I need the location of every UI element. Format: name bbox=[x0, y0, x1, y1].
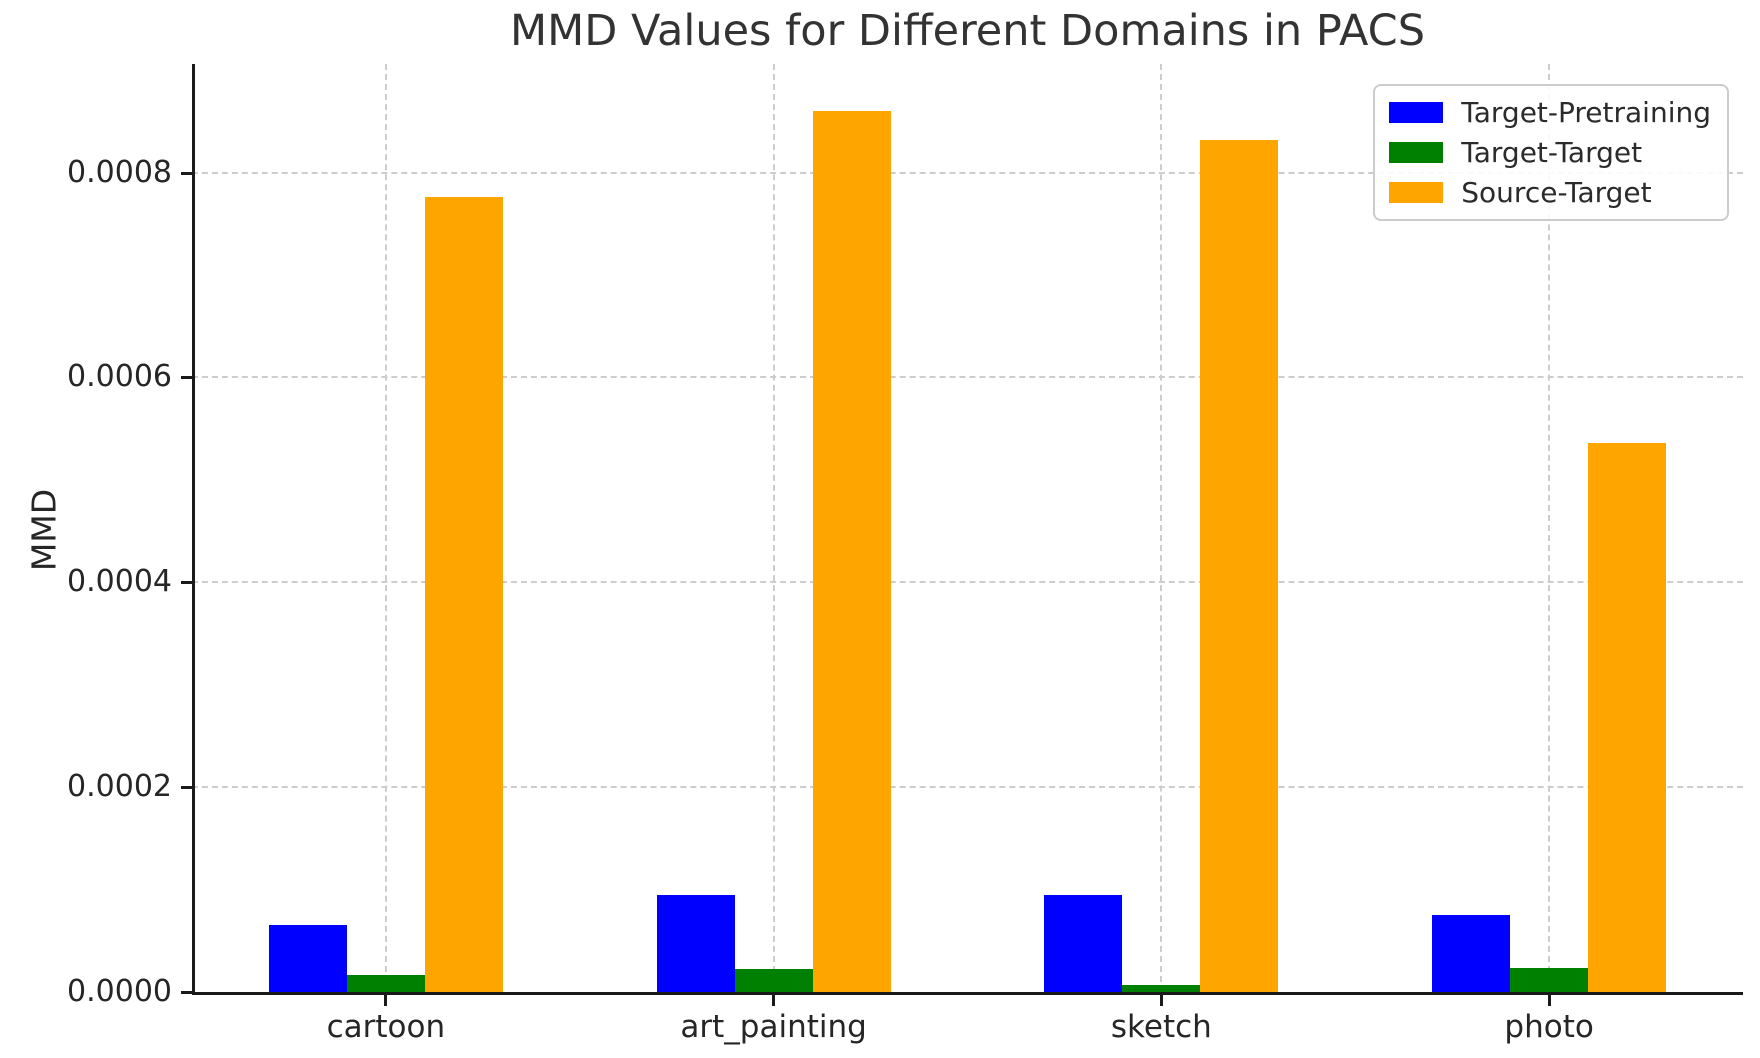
x-tick-label-cartoon: cartoon bbox=[326, 1009, 446, 1045]
bar-source-target-photo bbox=[1588, 442, 1667, 992]
legend-label: Target-Target bbox=[1461, 136, 1643, 169]
y-axis-line bbox=[192, 64, 195, 994]
gridline-v-cartoon bbox=[384, 64, 387, 992]
x-tick-label-photo: photo bbox=[1504, 1009, 1594, 1045]
plot-area bbox=[192, 64, 1743, 994]
legend-row: Target-Target bbox=[1389, 136, 1711, 169]
bar-target-pretraining-sketch bbox=[1044, 895, 1123, 992]
gridline-v-art_painting bbox=[772, 64, 775, 992]
gridline-v-photo bbox=[1548, 64, 1551, 992]
y-tick-mark bbox=[181, 581, 192, 585]
legend-swatch-target-pretraining bbox=[1389, 102, 1444, 123]
chart-title: MMD Values for Different Domains in PACS bbox=[510, 6, 1425, 56]
y-tick-mark bbox=[181, 171, 192, 175]
bar-target-target-cartoon bbox=[346, 975, 425, 992]
gridline-h-0.0006 bbox=[192, 376, 1743, 379]
bar-target-target-sketch bbox=[1122, 985, 1201, 992]
legend-swatch-target-target bbox=[1389, 142, 1444, 163]
y-axis-label: MMD bbox=[24, 488, 64, 572]
y-tick-mark bbox=[181, 786, 192, 790]
y-tick-mark bbox=[181, 991, 192, 994]
bar-target-pretraining-photo bbox=[1432, 915, 1511, 992]
legend-swatch-source-target bbox=[1389, 182, 1444, 203]
gridline-h-0.0004 bbox=[192, 581, 1743, 584]
x-tick-label-sketch: sketch bbox=[1110, 1009, 1212, 1045]
bar-target-target-photo bbox=[1510, 967, 1589, 992]
legend-label: Source-Target bbox=[1461, 176, 1652, 209]
y-tick-label: 0.0006 bbox=[67, 359, 172, 395]
y-tick-label: 0.0008 bbox=[67, 154, 172, 190]
bar-target-target-art_painting bbox=[734, 969, 813, 992]
y-tick-label: 0.0000 bbox=[67, 974, 172, 1009]
bar-source-target-sketch bbox=[1200, 139, 1279, 992]
x-axis-line bbox=[192, 992, 1743, 995]
gridline-v-sketch bbox=[1160, 64, 1163, 992]
x-tick-mark bbox=[772, 995, 776, 1006]
legend: Target-Pretraining Target-Target Source-Ta… bbox=[1373, 84, 1729, 221]
y-tick-label: 0.0002 bbox=[67, 769, 172, 805]
x-tick-label-art_painting: art_painting bbox=[680, 1009, 867, 1045]
x-tick-mark bbox=[384, 995, 388, 1006]
bar-target-pretraining-art_painting bbox=[656, 895, 735, 992]
legend-label: Target-Pretraining bbox=[1461, 96, 1711, 129]
y-tick-label: 0.0004 bbox=[67, 564, 172, 600]
legend-row: Target-Pretraining bbox=[1389, 96, 1711, 129]
gridline-h-0.0008 bbox=[192, 171, 1743, 174]
x-tick-mark bbox=[1547, 995, 1551, 1006]
bar-source-target-cartoon bbox=[424, 197, 503, 992]
gridline-h-0.0002 bbox=[192, 786, 1743, 789]
y-tick-mark bbox=[181, 376, 192, 380]
x-tick-mark bbox=[1159, 995, 1163, 1006]
bar-source-target-art_painting bbox=[812, 111, 891, 992]
legend-row: Source-Target bbox=[1389, 176, 1711, 209]
bar-target-pretraining-cartoon bbox=[268, 924, 347, 992]
